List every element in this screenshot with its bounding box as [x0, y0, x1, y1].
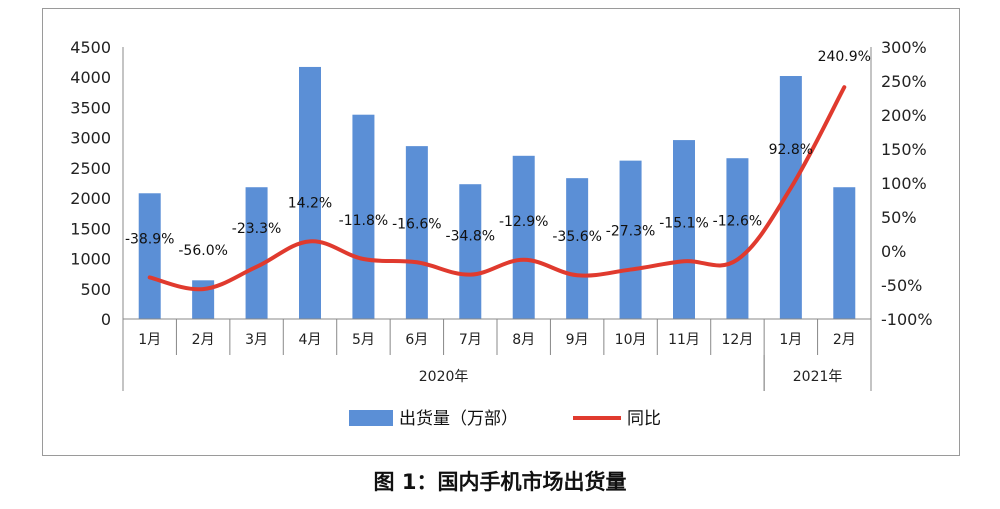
- yoy-data-label: -34.8%: [446, 229, 496, 245]
- yoy-data-label: -23.3%: [232, 221, 282, 237]
- bar: [566, 178, 589, 319]
- left-tick-label: 3000: [70, 129, 111, 148]
- yoy-data-label: -38.9%: [125, 231, 175, 247]
- left-tick-label: 3500: [70, 98, 111, 117]
- figure-caption: 图 1：国内手机市场出货量: [373, 470, 627, 494]
- data-labels: -38.9%-56.0%-23.3% 14.2% -11.8% -16.6%-34.8…: [125, 49, 871, 259]
- right-tick-label: 300%: [881, 38, 927, 57]
- left-tick-label: 2500: [70, 159, 111, 178]
- right-tick-label: 200%: [881, 106, 927, 125]
- left-tick-label: 2000: [70, 189, 111, 208]
- left-tick-label: 4000: [70, 68, 111, 87]
- category-label: 3月: [245, 332, 268, 348]
- yoy-data-label: -27.3%: [606, 224, 656, 240]
- legend-line-label: 同比: [627, 409, 661, 429]
- category-label: 6月: [405, 332, 428, 348]
- bar: [779, 76, 802, 319]
- yoy-data-label: 240.9%: [818, 49, 871, 65]
- bar: [299, 66, 321, 319]
- category-label: 4月: [299, 332, 322, 348]
- left-axis: 0 500 1000 1500 2000 2500 3000 3500 4000 4500: [70, 38, 124, 329]
- legend: 出货量（万部） 同比: [349, 409, 661, 429]
- yoy-line: [147, 85, 847, 292]
- yoy-data-label: -12.6%: [713, 214, 763, 230]
- yoy-data-label: 14.2%: [288, 195, 332, 211]
- right-axis: -100% -50% 0% 50% 100% 150% 200% 250% 300%: [870, 38, 933, 329]
- category-label: 12月: [722, 332, 754, 348]
- category-label: 9月: [566, 332, 589, 348]
- left-tick-label: 1500: [70, 219, 111, 238]
- right-tick-label: 100%: [881, 174, 927, 193]
- yoy-data-label: 92.8%: [769, 142, 813, 158]
- category-label: 5月: [352, 332, 375, 348]
- right-tick-label: -100%: [881, 310, 933, 329]
- bar: [512, 155, 535, 319]
- bar: [138, 193, 161, 319]
- category-label: 10月: [615, 332, 647, 348]
- group-label: 2020年: [419, 369, 469, 385]
- right-tick-label: 250%: [881, 72, 927, 91]
- left-tick-label: 1000: [70, 250, 111, 269]
- bar: [459, 184, 482, 319]
- bar: [245, 187, 268, 319]
- left-tick-label: 4500: [70, 38, 111, 57]
- category-label: 8月: [512, 332, 535, 348]
- right-tick-label: -50%: [881, 276, 922, 295]
- chart-frame: 0 500 1000 1500 2000 2500 3000 3500 4000 4500 -10…: [42, 8, 960, 456]
- chart-svg: 0 500 1000 1500 2000 2500 3000 3500 4000 4500 -10…: [70, 38, 933, 429]
- legend-bar-swatch: [349, 410, 393, 426]
- yoy-data-label: -15.1%: [659, 215, 709, 231]
- category-label: 1月: [779, 332, 802, 348]
- legend-bar-label: 出货量（万部）: [399, 409, 518, 429]
- bar: [405, 146, 428, 319]
- category-label: 1月: [138, 332, 161, 348]
- left-tick-label: 500: [80, 280, 111, 299]
- bar-series: [138, 66, 856, 319]
- bar: [673, 140, 695, 319]
- bar: [833, 187, 856, 319]
- category-label: 7月: [459, 332, 482, 348]
- yoy-data-label: -12.9%: [499, 214, 549, 230]
- category-axis: 1月 2月 3月 4月 5月 6月 7月 8月 9月 10月 11月 12月 1月 2月 2020年 2021…: [122, 318, 872, 391]
- category-label: 2月: [192, 332, 215, 348]
- bar: [726, 158, 749, 319]
- yoy-data-label: -11.8%: [339, 213, 389, 229]
- group-label: 2021年: [793, 369, 843, 385]
- category-label: 2月: [833, 332, 856, 348]
- yoy-data-label: -16.6%: [392, 216, 442, 232]
- category-label: 11月: [668, 332, 700, 348]
- left-tick-label: 0: [101, 310, 111, 329]
- right-tick-label: 150%: [881, 140, 927, 159]
- right-tick-label: 50%: [881, 208, 917, 227]
- bar: [352, 114, 375, 319]
- yoy-data-label: -56.0%: [178, 243, 228, 259]
- right-tick-label: 0%: [881, 242, 906, 261]
- bar: [619, 160, 642, 319]
- yoy-data-label: -35.6%: [552, 229, 602, 245]
- line-series: [147, 85, 847, 292]
